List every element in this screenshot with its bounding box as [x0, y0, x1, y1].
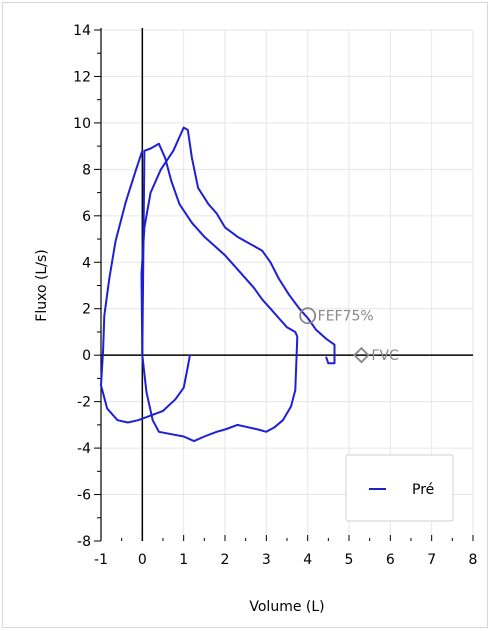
- x-tick-label: 8: [469, 552, 478, 568]
- x-tick-label: 0: [138, 552, 147, 568]
- y-axis-label: Fluxo (L/s): [34, 249, 50, 321]
- marker-diamond: [353, 346, 370, 364]
- y-tick-label: 10: [73, 116, 91, 132]
- x-tick-label: 5: [345, 552, 354, 568]
- legend-entry: Pré: [412, 482, 434, 498]
- x-tick-label: 2: [221, 552, 230, 568]
- x-tick-label: 4: [303, 552, 312, 568]
- marker-circle: [299, 307, 317, 325]
- x-tick-label: -1: [94, 552, 108, 568]
- marker-label: FEF75%: [318, 309, 374, 325]
- y-tick-label: 8: [82, 162, 91, 178]
- y-tick-label: -8: [77, 534, 91, 550]
- legend-box: [345, 454, 454, 522]
- x-axis-label: Volume (L): [249, 599, 324, 615]
- y-tick-label: -2: [77, 395, 91, 411]
- marker-label: FVC: [371, 348, 399, 364]
- y-tick-label: 0: [82, 348, 91, 364]
- y-tick-label: -4: [77, 441, 91, 457]
- x-tick-label: 6: [386, 552, 395, 568]
- markers-layer: FEF75% FVC: [299, 307, 399, 364]
- y-tick-label: -6: [77, 488, 91, 504]
- legend: Pré: [345, 454, 454, 522]
- series-line-2: [141, 142, 299, 443]
- series-line-1: [140, 126, 336, 365]
- series-line-3: [100, 149, 191, 424]
- y-tick-label: 2: [82, 302, 91, 318]
- x-tick-label: 3: [262, 552, 271, 568]
- x-tick-label: 1: [179, 552, 188, 568]
- y-tick-label: 14: [73, 23, 91, 39]
- x-tick-label: 7: [427, 552, 436, 568]
- y-tick-label: 6: [82, 209, 91, 225]
- series-layer: [100, 126, 336, 443]
- y-tick-label: 4: [82, 255, 91, 271]
- y-tick-label: 12: [73, 69, 91, 85]
